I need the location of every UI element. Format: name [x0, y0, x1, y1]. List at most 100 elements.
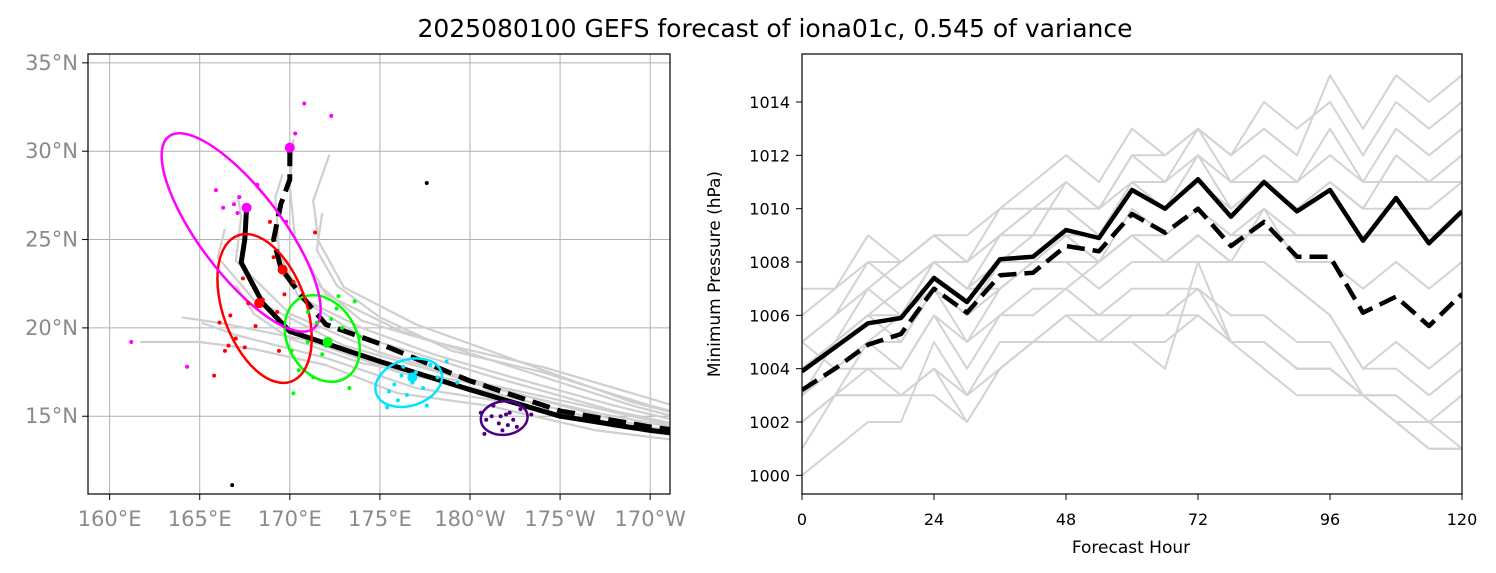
pressure-y-ticks: 1000 1002 1004 1006 1008 1010 1012 1014: [749, 93, 802, 485]
mean-pressure-dashed: [802, 206, 1462, 392]
member-position-dot: [529, 412, 534, 417]
member-position-dot: [478, 410, 483, 415]
pressure-y-tick-label: 1014: [749, 93, 790, 112]
member-position-dot: [305, 309, 310, 314]
member-position-dot: [291, 391, 296, 396]
member-position-dot: [311, 375, 316, 380]
pressure-y-tick-label: 1002: [749, 413, 790, 432]
pressure-x-ticks: 0 24 48 72 96 120: [797, 494, 1477, 529]
mean-position-marker: [241, 202, 252, 213]
member-track: [140, 340, 670, 441]
member-position-dot: [514, 424, 519, 429]
pressure-y-tick-label: 1006: [749, 306, 790, 325]
map-x-tick-label: 175°E: [348, 507, 412, 531]
member-tracks: [140, 138, 670, 441]
uncertainty-ellipses: [160, 132, 529, 437]
member-position-dot: [291, 279, 296, 284]
member-position-dot: [489, 414, 494, 419]
member-position-dot: [428, 363, 433, 368]
member-position-dot: [401, 364, 406, 369]
member-position-dot: [217, 320, 222, 325]
pressure-x-tick-label: 24: [924, 510, 944, 529]
pressure-x-tick-label: 72: [1188, 510, 1208, 529]
member-position-dot: [518, 407, 523, 412]
member-position-dot: [282, 292, 287, 297]
map-x-tick-label: 170°E: [258, 507, 322, 531]
member-position-dot: [237, 195, 242, 200]
map-x-tick-label: 180°W: [434, 507, 506, 531]
pressure-y-tick-label: 1012: [749, 146, 790, 165]
map-x-tick-label: 170°W: [614, 507, 686, 531]
member-position-dot: [255, 182, 260, 187]
member-position-dot: [500, 428, 505, 433]
member-position-dot: [491, 403, 496, 408]
member-position-dot: [221, 205, 226, 210]
map-gridlines: [88, 54, 670, 494]
member-position-dot: [284, 219, 289, 224]
pressure-panel: 0 24 48 72 96 120 1000 1002 1004 1006 1008 1010 101…: [705, 53, 1477, 558]
mean-tracks: [238, 147, 670, 436]
member-position-dot: [231, 202, 236, 207]
member-position-dot: [347, 385, 352, 390]
member-position-dot: [484, 417, 489, 422]
pressure-x-tick-label: 96: [1320, 510, 1340, 529]
member-position-dot: [185, 364, 190, 369]
member-track: [234, 284, 670, 428]
map-x-ticks: 160°E 165°E 170°E 175°E 180°W 175°W 170°W: [78, 494, 686, 531]
pressure-x-tick-label: 120: [1447, 510, 1478, 529]
map-x-tick-label: 175°W: [524, 507, 596, 531]
map-x-tick-label: 160°E: [78, 507, 142, 531]
member-position-dot: [296, 368, 301, 373]
member-position-dot: [404, 393, 409, 398]
member-track: [316, 282, 670, 406]
mean-track-solid: [238, 207, 670, 436]
mean-pressure-solid: [802, 177, 1462, 374]
mean-position-marker: [407, 372, 418, 383]
member-pressure-line: [802, 287, 1462, 423]
mean-position-marker: [277, 264, 288, 275]
figure-title: 2025080100 GEFS forecast of iona01c, 0.5…: [417, 14, 1132, 43]
member-position-dot: [222, 348, 227, 353]
pressure-y-tick-label: 1008: [749, 253, 790, 272]
pressure-series: [802, 74, 1462, 477]
member-position-dot: [504, 412, 509, 417]
member-position-dot: [276, 348, 281, 353]
member-position-dot: [329, 113, 334, 118]
uncertainty-ellipse: [479, 399, 529, 437]
member-position-dot: [507, 410, 512, 415]
member-position-dot: [275, 309, 280, 314]
member-position-dot: [399, 373, 404, 378]
member-position-dot: [496, 421, 501, 426]
pressure-y-tick-label: 1004: [749, 360, 790, 379]
member-position-dot: [511, 417, 516, 422]
member-pressure-line: [802, 261, 1462, 423]
member-position-dot: [212, 373, 217, 378]
member-position-dot: [358, 334, 363, 339]
pressure-y-tick-label: 1010: [749, 200, 790, 219]
member-position-dot: [293, 131, 298, 136]
member-position-dot: [455, 380, 460, 385]
member-position-dot: [246, 301, 251, 306]
member-position-dot: [233, 336, 238, 341]
member-position-dot: [228, 313, 233, 318]
member-track: [234, 195, 670, 427]
map-y-tick-label: 35°N: [25, 51, 78, 75]
map-y-tick-label: 15°N: [25, 404, 78, 428]
map-y-ticks: 35°N 30°N 25°N 20°N 15°N: [25, 51, 88, 428]
mean-track-dashed: [271, 147, 670, 433]
member-pressure-line: [802, 207, 1462, 370]
member-position-dot: [421, 385, 426, 390]
member-position-dot: [267, 219, 272, 224]
uncertainty-ellipse: [216, 232, 313, 385]
member-position-dot: [329, 317, 334, 322]
member-position-dot: [271, 255, 276, 260]
member-position-dot: [385, 405, 390, 410]
uncertainty-ellipse: [283, 293, 361, 384]
member-position-dot: [498, 414, 503, 419]
member-position-dot: [395, 398, 400, 403]
member-position-dot: [386, 389, 391, 394]
member-position-dot: [242, 345, 247, 350]
member-position-dot: [482, 431, 487, 436]
member-position-dot: [444, 359, 449, 364]
